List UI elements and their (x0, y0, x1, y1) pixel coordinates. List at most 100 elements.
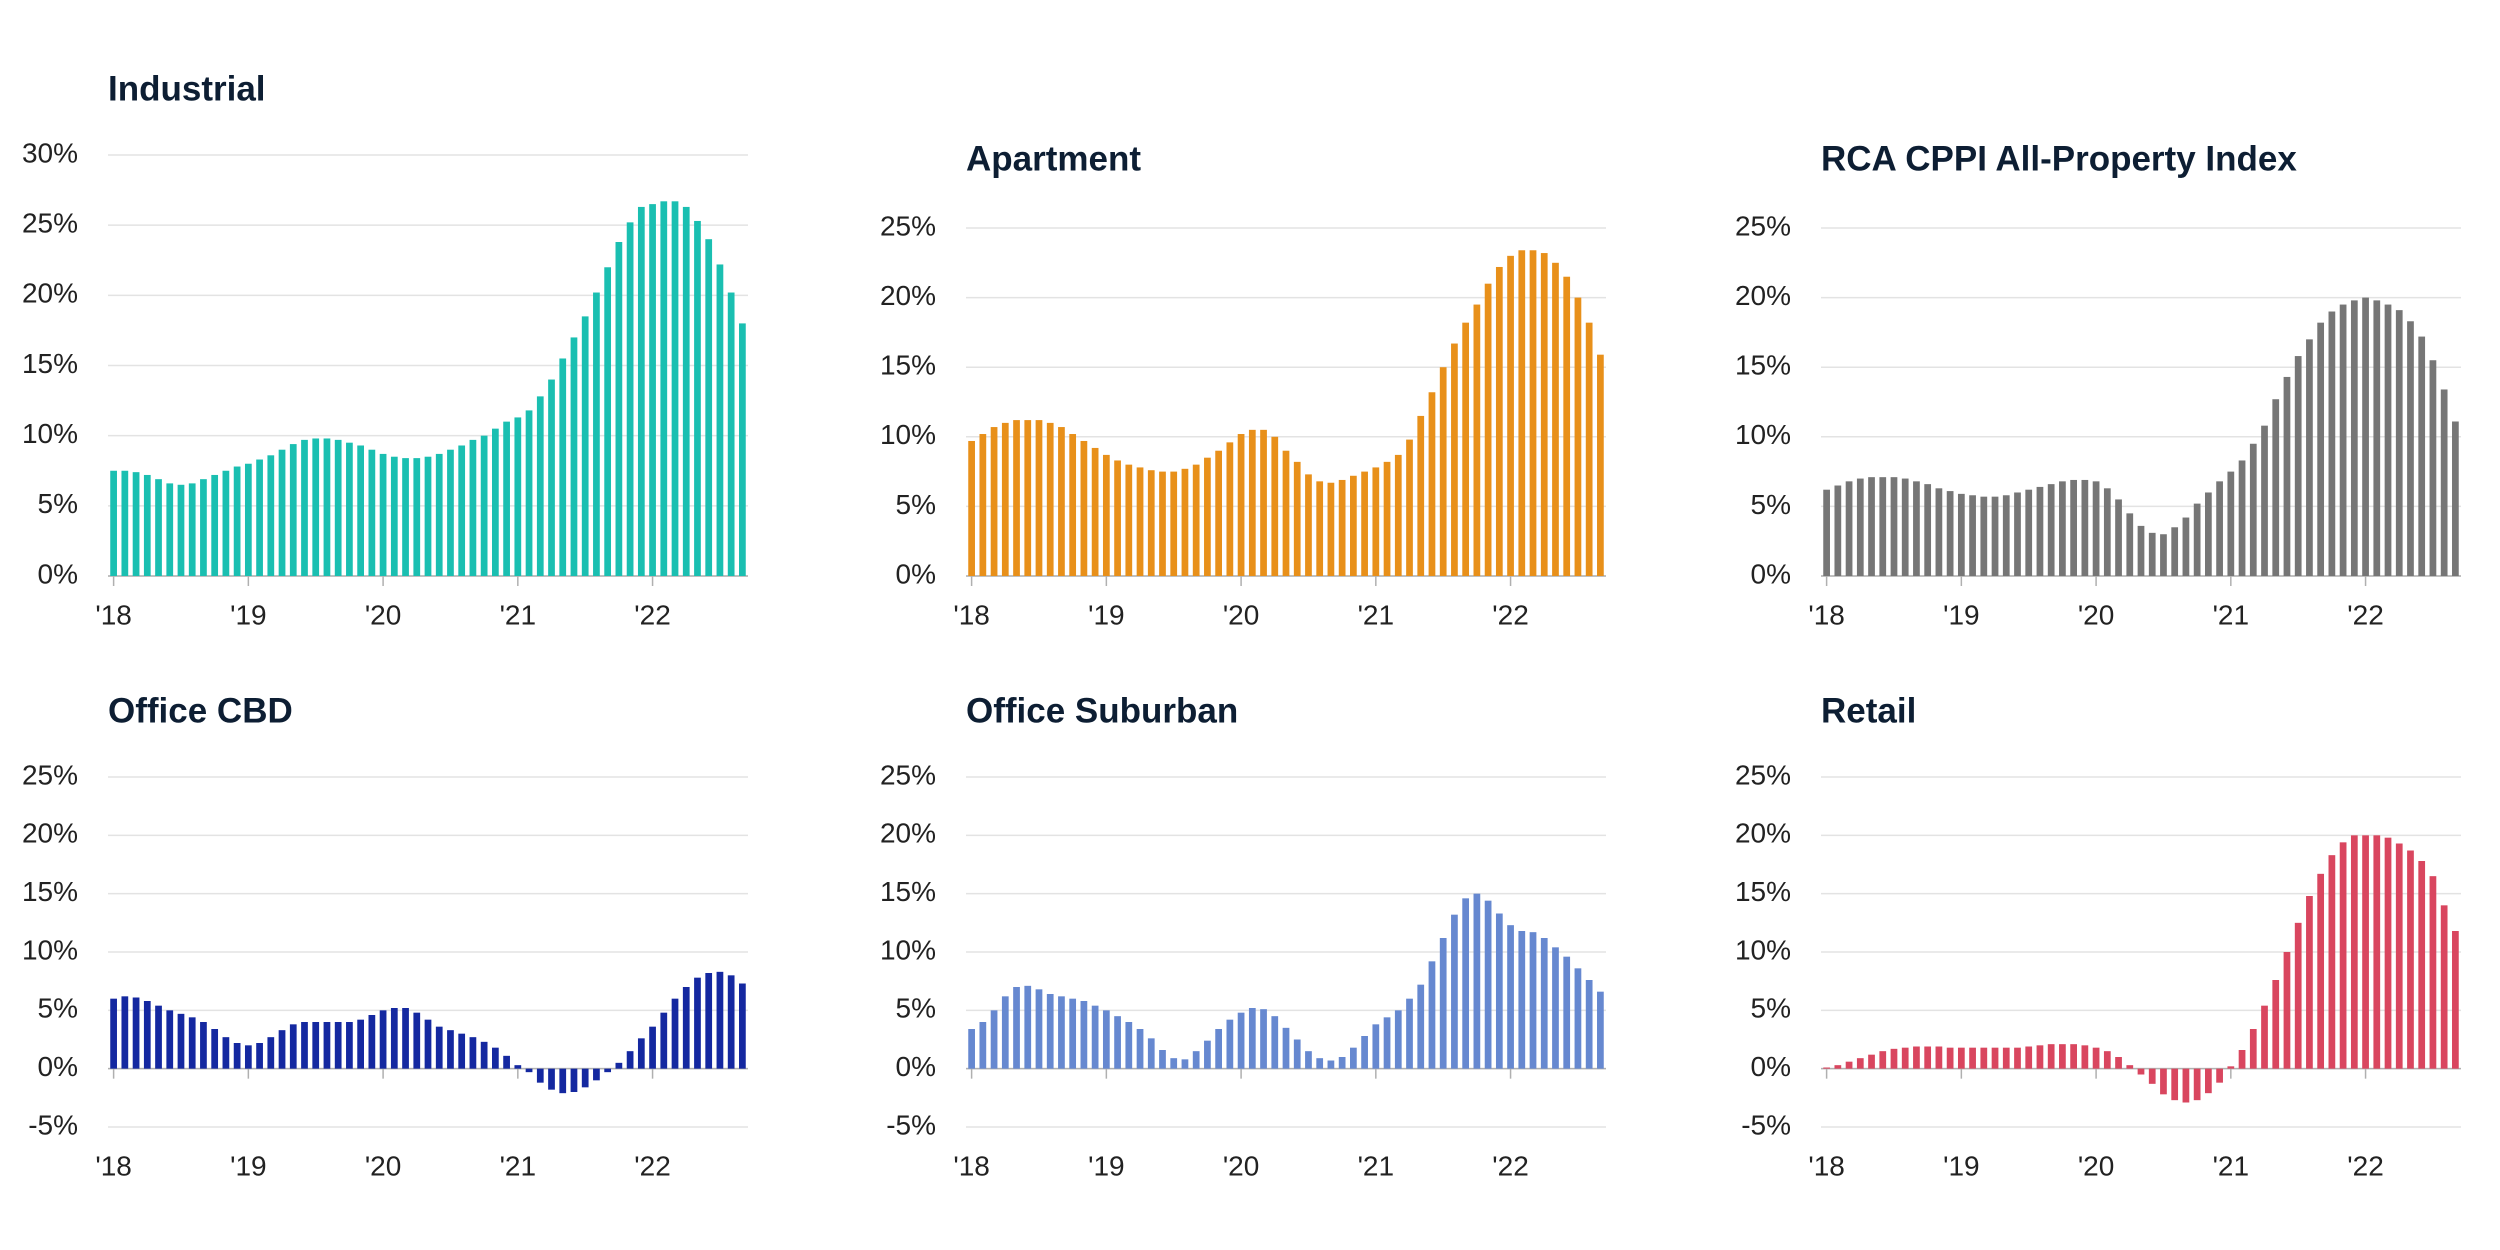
x-tick-label: '21 (2213, 599, 2250, 630)
bar (2294, 922, 2302, 1069)
bar (1406, 998, 1413, 1069)
bar (1046, 422, 1054, 576)
bar (121, 470, 129, 576)
bar (2126, 1065, 2134, 1069)
bar (1035, 989, 1043, 1069)
bar (2350, 835, 2358, 1069)
bar (1282, 450, 1290, 576)
y-tick-label: 25% (880, 759, 936, 790)
bar (979, 1022, 987, 1069)
bar (2081, 1045, 2089, 1069)
bar (1327, 482, 1335, 576)
bar (1350, 475, 1357, 576)
y-tick-label: 20% (1735, 818, 1791, 849)
x-tick-label: '22 (2347, 1150, 2384, 1181)
bar (1924, 1046, 1932, 1069)
bar (200, 479, 207, 576)
bar (1439, 938, 1447, 1069)
bar (660, 201, 668, 576)
bar (1147, 1038, 1155, 1069)
y-tick-label: 20% (880, 818, 936, 849)
bar (1484, 900, 1492, 1069)
bar (1428, 961, 1436, 1069)
bar (727, 975, 735, 1069)
bar (1834, 485, 1842, 576)
bar (2272, 980, 2280, 1069)
y-tick-label: 20% (1735, 280, 1791, 311)
y-tick-label: 20% (22, 818, 78, 849)
bar (177, 1013, 185, 1069)
bar (2395, 310, 2403, 576)
chart-title: Retail (1821, 691, 1916, 730)
x-tick-label: '22 (634, 1150, 671, 1181)
bar (2429, 876, 2437, 1069)
bar (1001, 996, 1009, 1069)
bar (1563, 276, 1571, 576)
bar (1924, 484, 1932, 576)
bar (739, 983, 746, 1069)
bar (1834, 1065, 1842, 1069)
bar (1248, 429, 1256, 576)
y-tick-label: -5% (28, 1109, 78, 1140)
bar (626, 1051, 634, 1069)
bar (2261, 1005, 2268, 1069)
bar (2362, 835, 2369, 1069)
bar (2395, 843, 2403, 1069)
y-tick-label: 25% (22, 208, 78, 239)
bar (492, 428, 499, 576)
chart-panel: Apartment 0% 5% 10% 15% 20% 25% '18 '19 '20 '21 '22 (880, 139, 1606, 630)
bar (1991, 496, 1999, 576)
bar (1507, 255, 1514, 576)
bar (649, 1026, 656, 1069)
bar (2070, 479, 2077, 576)
bar (2227, 1066, 2235, 1069)
bar (1058, 427, 1065, 576)
bar (458, 1033, 466, 1069)
bar (1001, 422, 1009, 576)
bar (2294, 356, 2302, 576)
bar (1890, 1048, 1898, 1069)
bar (2115, 499, 2122, 576)
x-tick-label: '18 (95, 599, 132, 630)
bar (447, 1030, 454, 1069)
bar (143, 474, 151, 576)
bar (357, 1019, 364, 1069)
bar (357, 445, 364, 576)
x-tick-label: '18 (1808, 1150, 1845, 1181)
bar (1293, 461, 1301, 576)
bar (637, 1038, 645, 1069)
bar (1248, 1008, 1256, 1069)
x-tick-label: '19 (1943, 1150, 1980, 1181)
bar (1181, 1059, 1189, 1069)
bar (1327, 1060, 1335, 1069)
bar (2306, 339, 2313, 576)
bar (1136, 467, 1144, 576)
bar (2317, 322, 2325, 576)
bar (1024, 420, 1032, 576)
bar (155, 1005, 162, 1069)
bar (671, 201, 679, 576)
bar (1417, 415, 1425, 576)
bar (2148, 532, 2156, 576)
bar (110, 470, 117, 576)
bar (1552, 262, 1559, 576)
bar (289, 444, 297, 576)
bar (346, 1022, 353, 1069)
bar (267, 455, 275, 576)
bar (2092, 1047, 2100, 1069)
x-tick-label: '19 (1943, 599, 1980, 630)
bar (581, 1068, 589, 1088)
bar (649, 204, 656, 576)
bar (604, 1068, 612, 1073)
bar (2339, 842, 2347, 1069)
bar (492, 1047, 499, 1069)
y-tick-label: 0% (1751, 1051, 1791, 1082)
bar (990, 1010, 998, 1069)
bar (1957, 493, 1965, 576)
x-tick-label: '20 (2078, 599, 2115, 630)
bar (2283, 952, 2291, 1069)
bar (2103, 488, 2111, 576)
bar (1350, 1047, 1357, 1069)
bar (1383, 461, 1391, 576)
bar (469, 439, 477, 576)
